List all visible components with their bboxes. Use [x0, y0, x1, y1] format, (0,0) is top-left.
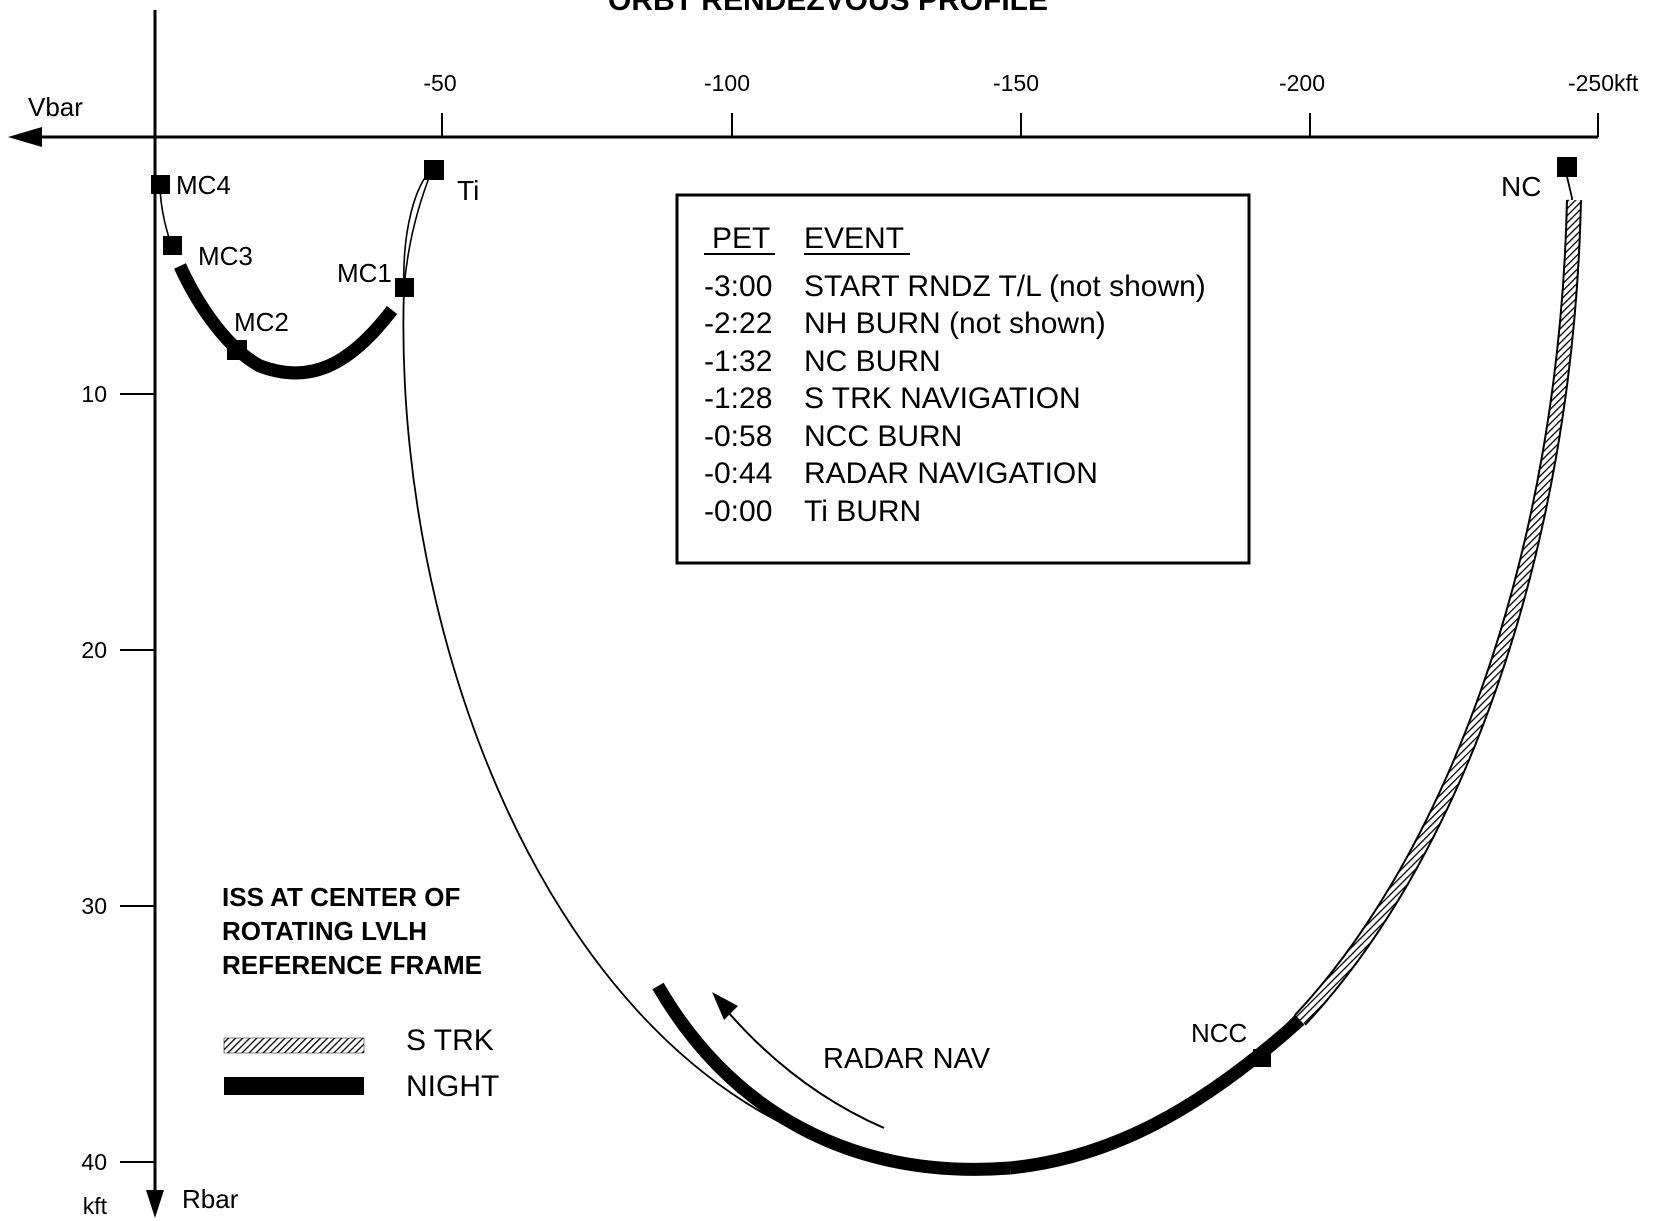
- x-tick-label-100: -100: [704, 70, 750, 96]
- note-line-1: ISS AT CENTER OF: [222, 882, 460, 912]
- marker-ti: [424, 160, 444, 180]
- y-tick-label-10: 10: [81, 381, 107, 407]
- event-name-1: NH BURN (not shown): [804, 307, 1106, 340]
- ti-arc-outer: [403, 169, 433, 289]
- y-ticks: 10 20 30 40 kft: [81, 381, 155, 1219]
- x-tick-label-250: -250: [1568, 70, 1614, 96]
- x-tick-label-150: -150: [993, 70, 1039, 96]
- label-ncc: NCC: [1191, 1018, 1247, 1048]
- x-tick-label-50: -50: [423, 70, 456, 96]
- note-line-2: ROTATING LVLH: [222, 916, 427, 946]
- vbar-label: Vbar: [28, 92, 83, 122]
- radar-nav-label: RADAR NAV: [823, 1043, 991, 1075]
- event-name-5: RADAR NAVIGATION: [804, 457, 1098, 490]
- legend: S TRK NIGHT: [223, 1024, 499, 1103]
- event-name-4: NCC BURN: [804, 420, 962, 453]
- legend-strk-label: S TRK: [406, 1024, 494, 1057]
- vbar-arrowhead: [8, 127, 42, 147]
- marker-ncc: [1253, 1049, 1271, 1067]
- x-ticks: -50 -100 -150 -200 -250 kft: [423, 70, 1639, 137]
- x-unit-label: kft: [1614, 70, 1639, 96]
- event-name-3: S TRK NAVIGATION: [804, 382, 1081, 415]
- y-tick-label-20: 20: [81, 637, 107, 663]
- event-pet-2: -1:32: [704, 345, 772, 378]
- night-segment-ncc: [1009, 1015, 1305, 1175]
- event-table-header-pet: PET: [712, 222, 770, 255]
- label-mc4: MC4: [176, 170, 231, 200]
- radar-nav-arrowhead: [712, 992, 738, 1020]
- marker-nc: [1557, 157, 1577, 177]
- event-pet-4: -0:58: [704, 420, 772, 453]
- event-name-6: Ti BURN: [804, 495, 921, 528]
- legend-night-swatch: [224, 1077, 364, 1095]
- event-pet-5: -0:44: [704, 457, 772, 490]
- event-table-header-event: EVENT: [804, 222, 904, 255]
- rbar-arrowhead: [146, 1190, 164, 1218]
- event-name-0: START RNDZ T/L (not shown): [804, 270, 1206, 303]
- label-mc3: MC3: [198, 241, 253, 271]
- strk-segment-fill: [1295, 199, 1580, 1025]
- final-approach-night: [174, 263, 398, 380]
- marker-mc1: [395, 278, 414, 297]
- ti-arc-inner: [403, 169, 433, 289]
- legend-strk-swatch: [223, 1037, 365, 1054]
- label-ti: Ti: [457, 175, 479, 206]
- marker-mc3: [163, 236, 182, 255]
- diagram-title: ORBT RENDEZVOUS PROFILE: [608, 0, 1048, 17]
- event-pet-6: -0:00: [704, 495, 772, 528]
- event-pet-0: -3:00: [704, 270, 772, 303]
- night-segment-bottom: [652, 982, 1011, 1176]
- rbar-label: Rbar: [182, 1184, 239, 1214]
- event-pet-1: -2:22: [704, 307, 772, 340]
- y-tick-label-40: 40: [81, 1149, 107, 1175]
- event-table-box: [675, 193, 1251, 565]
- marker-mc4: [151, 175, 170, 194]
- label-mc2: MC2: [234, 307, 289, 337]
- x-tick-label-200: -200: [1279, 70, 1325, 96]
- event-pet-3: -1:28: [704, 382, 772, 415]
- event-name-2: NC BURN: [804, 345, 941, 378]
- y-tick-label-30: 30: [81, 893, 107, 919]
- legend-night-label: NIGHT: [406, 1070, 499, 1103]
- note-line-3: REFERENCE FRAME: [222, 950, 482, 980]
- y-unit-label: kft: [83, 1193, 108, 1219]
- label-nc: NC: [1501, 171, 1541, 202]
- marker-mc2: [227, 340, 247, 360]
- label-mc1: MC1: [337, 258, 392, 288]
- radar-nav-arrow-line: [727, 1011, 885, 1129]
- strk-segment: [1294, 199, 1582, 1026]
